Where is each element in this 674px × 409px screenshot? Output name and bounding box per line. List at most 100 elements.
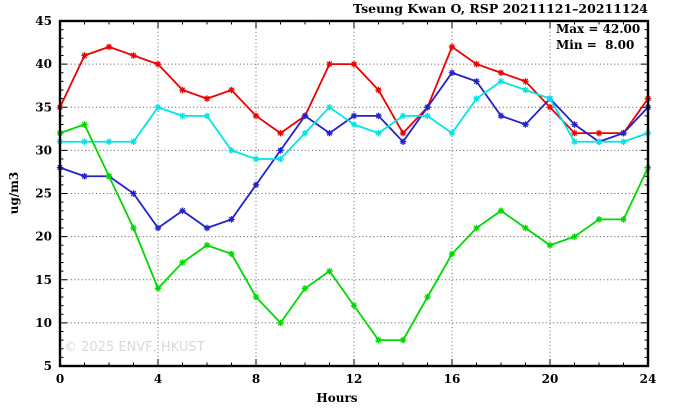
red-series-marker: [546, 104, 554, 111]
green-series-marker: [375, 336, 382, 344]
blue-series-marker: [350, 112, 358, 120]
cyan-series-marker: [203, 112, 211, 120]
red-series-marker: [326, 60, 333, 68]
cyan-series-marker: [571, 138, 578, 145]
svg-text:20: 20: [542, 372, 559, 386]
blue-series-marker: [130, 190, 137, 197]
cyan-series-marker: [595, 138, 603, 145]
red-series-marker: [81, 52, 88, 59]
cyan-series-marker: [179, 112, 186, 120]
cyan-series-marker: [375, 129, 382, 137]
cyan-series-marker: [130, 138, 137, 145]
blue-series-marker: [154, 224, 162, 232]
red-series-marker: [203, 95, 211, 102]
svg-text:35: 35: [35, 100, 52, 114]
blue-series-marker: [326, 129, 333, 137]
cyan-series-marker: [497, 78, 505, 85]
red-series-marker: [228, 86, 235, 94]
cyan-series-marker: [252, 155, 260, 163]
green-series-marker: [350, 302, 358, 309]
svg-text:5: 5: [44, 359, 52, 373]
cyan-series-marker: [399, 112, 407, 120]
cyan-series-marker: [546, 95, 554, 102]
blue-series-marker: [375, 112, 382, 120]
red-series-marker: [571, 129, 578, 137]
max-label: Max = 42.00: [556, 22, 641, 36]
cyan-series-marker: [522, 86, 529, 94]
x-axis-label: Hours: [316, 391, 358, 405]
red-series-marker: [497, 69, 505, 76]
svg-text:30: 30: [35, 143, 52, 157]
green-series-marker: [473, 224, 480, 232]
red-series-marker: [350, 60, 358, 68]
svg-text:8: 8: [252, 372, 260, 386]
blue-series-marker: [620, 129, 627, 137]
svg-text:12: 12: [346, 372, 363, 386]
blue-series-marker: [448, 69, 456, 76]
green-series-marker: [105, 173, 113, 180]
cyan-series-marker: [105, 138, 113, 145]
min-label: Min = 8.00: [556, 37, 635, 52]
blue-series-marker: [473, 78, 480, 85]
red-series-marker: [252, 112, 260, 120]
cyan-series-marker: [350, 121, 358, 128]
red-series-marker: [105, 43, 113, 51]
svg-text:4: 4: [154, 372, 162, 386]
blue-series-marker: [424, 104, 431, 111]
green-series-marker: [399, 336, 407, 344]
cyan-series-marker: [326, 104, 333, 111]
svg-text:15: 15: [35, 273, 52, 287]
red-series-marker: [595, 129, 603, 137]
red-series-marker: [399, 129, 407, 137]
blue-series-marker: [81, 173, 88, 180]
max-min-annotation: Max = 42.00 Min = 8.00: [556, 22, 640, 53]
red-series-marker: [448, 43, 456, 51]
blue-series-marker: [399, 138, 407, 145]
blue-series-marker: [277, 147, 284, 154]
chart-title: Tseung Kwan O, RSP 20211121–20211124: [352, 1, 648, 16]
blue-series-marker: [522, 121, 529, 128]
blue-series-marker: [179, 207, 186, 214]
blue-series-marker: [497, 112, 505, 120]
cyan-series-marker: [473, 95, 480, 102]
green-series-marker: [130, 224, 137, 232]
cyan-series-marker: [424, 112, 431, 120]
green-series-marker: [252, 293, 260, 301]
green-series-marker: [228, 250, 235, 258]
green-series-marker: [326, 267, 333, 275]
cyan-series-marker: [448, 129, 456, 137]
red-series-marker: [277, 129, 284, 137]
blue-series-marker: [228, 216, 235, 223]
cyan-series-marker: [228, 147, 235, 154]
green-series-marker: [81, 121, 88, 128]
svg-text:0: 0: [56, 372, 64, 386]
red-series-marker: [473, 60, 480, 68]
cyan-series-marker: [81, 138, 88, 145]
green-series-marker: [277, 319, 284, 327]
blue-series-marker: [252, 181, 260, 189]
cyan-series-marker: [301, 129, 309, 137]
green-series-marker: [595, 216, 603, 223]
blue-series-marker: [203, 224, 211, 232]
svg-text:16: 16: [444, 372, 461, 386]
green-series-marker: [522, 224, 529, 232]
green-series-marker: [620, 216, 627, 223]
cyan-series-marker: [620, 138, 627, 145]
green-series-marker: [497, 207, 505, 214]
watermark: © 2025 ENVF, HKUST: [64, 340, 205, 355]
green-series-marker: [571, 233, 578, 240]
red-series-marker: [154, 60, 162, 68]
blue-series-marker: [301, 112, 309, 120]
green-series-marker: [154, 285, 162, 292]
red-series-marker: [522, 78, 529, 85]
green-series-marker: [424, 293, 431, 301]
svg-text:25: 25: [35, 187, 52, 201]
cyan-series-marker: [277, 155, 284, 163]
red-series-marker: [130, 52, 137, 59]
svg-text:40: 40: [35, 57, 52, 71]
green-series-marker: [546, 242, 554, 249]
red-series-marker: [375, 86, 382, 94]
svg-text:45: 45: [35, 14, 52, 28]
